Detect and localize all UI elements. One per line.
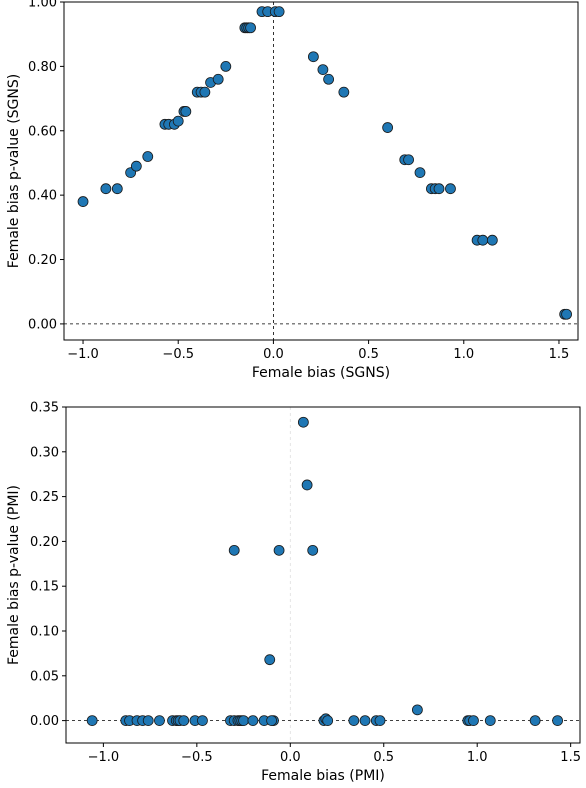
- y-tick-label: 0.10: [30, 625, 59, 640]
- x-tick-label: 0.0: [280, 750, 301, 765]
- chart-sgns: −1.0 −0.5 0.0 0.5 1.0 1.5 0.00 0.20 0.40 0.60 0.8…: [6, 0, 579, 381]
- y-tick-label: 0.60: [28, 124, 57, 139]
- data-point: [307, 51, 319, 63]
- data-point: [264, 654, 276, 666]
- x-axis-label: Female bias (PMI): [261, 768, 385, 784]
- data-point: [266, 715, 278, 726]
- data-point: [374, 715, 386, 726]
- reference-lines: [64, 2, 578, 340]
- data-point: [238, 715, 249, 726]
- y-tick-label: 0.80: [28, 60, 57, 75]
- data-point: [154, 715, 165, 726]
- y-tick-label: 0.30: [30, 445, 59, 460]
- y-axis-ticks: 0.00 0.20 0.40 0.60 0.80 1.00: [28, 0, 64, 332]
- data-point: [172, 115, 184, 127]
- data-point: [348, 715, 360, 726]
- data-points: [86, 416, 563, 726]
- data-point: [297, 416, 309, 428]
- y-tick-label: 0.20: [28, 253, 57, 268]
- data-point: [359, 715, 371, 726]
- data-point: [323, 73, 335, 85]
- data-point: [273, 6, 285, 18]
- data-point: [100, 183, 112, 195]
- data-point: [468, 715, 479, 726]
- reference-lines: [66, 407, 580, 743]
- data-point: [212, 73, 224, 85]
- y-tick-label: 0.40: [28, 189, 57, 204]
- x-tick-label: 0.5: [373, 750, 394, 765]
- x-axis-ticks: −1.0 −0.5 0.0 0.5 1.0 1.5: [67, 340, 569, 362]
- data-point: [142, 151, 154, 162]
- data-point: [552, 715, 563, 726]
- y-tick-label: 0.35: [30, 401, 59, 416]
- data-point: [247, 715, 259, 726]
- y-tick-label: 0.05: [30, 669, 59, 684]
- x-tick-label: 1.5: [549, 347, 570, 362]
- y-tick-label: 0.25: [30, 490, 59, 505]
- data-point: [382, 122, 394, 133]
- data-point: [307, 544, 319, 556]
- data-point: [142, 715, 154, 726]
- y-tick-label: 0.00: [28, 317, 57, 332]
- data-point: [529, 715, 541, 726]
- data-point: [414, 167, 426, 179]
- y-axis-ticks: 0.00 0.05 0.10 0.15 0.20 0.25 0.30 0.35: [30, 401, 66, 729]
- data-point: [403, 154, 414, 166]
- data-point: [301, 479, 313, 491]
- x-axis-label: Female bias (SGNS): [252, 365, 390, 381]
- data-point: [77, 196, 89, 207]
- data-point: [411, 704, 423, 716]
- x-tick-label: 0.0: [263, 347, 284, 362]
- data-point: [111, 183, 123, 195]
- data-point: [445, 183, 456, 195]
- y-tick-label: 0.00: [30, 714, 59, 729]
- y-tick-label: 0.20: [30, 535, 59, 550]
- y-tick-label: 1.00: [28, 0, 57, 11]
- chart-pmi: −1.0 −0.5 0.0 0.5 1.0 1.5 0.00 0.05 0.10 0.15 0.2…: [6, 401, 581, 785]
- data-point: [245, 22, 256, 34]
- data-point: [199, 86, 211, 98]
- y-tick-label: 0.15: [30, 580, 59, 595]
- data-point: [180, 106, 192, 117]
- plot-frame: [63, 1, 579, 341]
- data-point: [86, 715, 98, 726]
- data-point: [273, 544, 285, 556]
- data-point: [220, 60, 232, 72]
- data-point: [486, 234, 498, 246]
- x-tick-label: 1.0: [453, 347, 474, 362]
- data-point: [130, 160, 142, 172]
- data-point: [178, 715, 190, 726]
- data-point: [322, 715, 334, 726]
- data-point: [228, 544, 240, 556]
- data-point: [197, 715, 208, 726]
- x-tick-label: 1.5: [560, 750, 581, 765]
- plot-frame: [65, 406, 581, 744]
- x-tick-label: 0.5: [358, 347, 379, 362]
- x-tick-label: −0.5: [162, 347, 194, 362]
- data-point: [477, 234, 489, 246]
- y-axis-label: Female bias p-value (PMI): [6, 485, 22, 665]
- x-tick-label: −0.5: [181, 750, 213, 765]
- data-point: [338, 86, 350, 98]
- x-axis-ticks: −1.0 −0.5 0.0 0.5 1.0 1.5: [88, 743, 581, 765]
- data-point: [484, 715, 496, 726]
- data-point: [561, 308, 572, 320]
- x-tick-label: −1.0: [88, 750, 120, 765]
- x-tick-label: −1.0: [67, 347, 99, 362]
- data-point: [433, 183, 445, 195]
- x-tick-label: 1.0: [467, 750, 488, 765]
- y-axis-label: Female bias p-value (SGNS): [6, 74, 22, 268]
- data-points: [77, 6, 572, 320]
- data-point: [317, 64, 329, 75]
